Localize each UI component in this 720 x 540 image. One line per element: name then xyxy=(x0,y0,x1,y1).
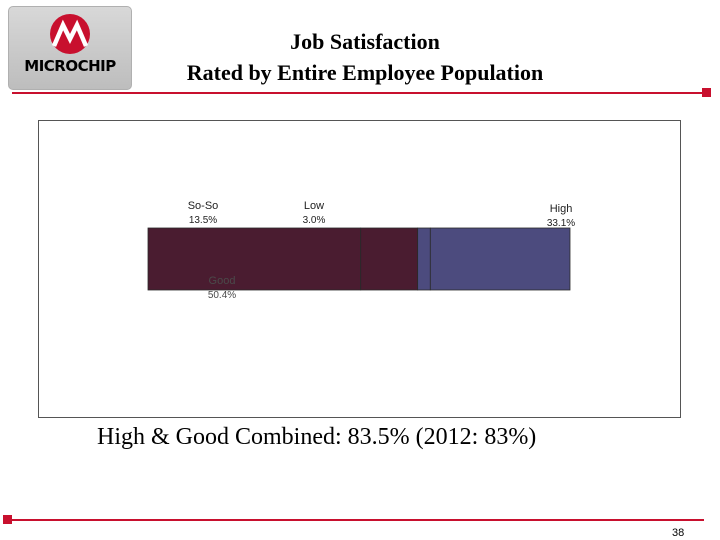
microchip-logo-icon xyxy=(50,14,90,54)
bar-segment-so-so xyxy=(360,227,419,291)
top-divider-square xyxy=(702,88,711,97)
bar-segment-low xyxy=(417,227,431,291)
category-label-high: High xyxy=(550,203,573,215)
chart-svg: Good 50.4% So-So 13.5% Low 3.0% High 33.1% xyxy=(147,200,575,301)
value-label-so-so: 13.5% xyxy=(189,215,217,226)
value-label-good: 50.4% xyxy=(208,290,236,301)
microchip-logo: MICROCHIP xyxy=(8,6,132,90)
combined-summary: High & Good Combined: 83.5% (2012: 83%) xyxy=(97,424,537,450)
logo-text: MICROCHIP xyxy=(24,57,116,75)
value-label-low: 3.0% xyxy=(303,215,326,226)
bottom-divider-square xyxy=(3,515,12,524)
value-label-high: 33.1% xyxy=(547,218,575,229)
chart-panel: Good 50.4% So-So 13.5% Low 3.0% High 33.1% xyxy=(38,120,681,418)
top-divider xyxy=(12,92,704,94)
bar-segment-good xyxy=(147,227,362,291)
category-label-good: Good xyxy=(209,275,236,287)
page-subtitle: Rated by Entire Employee Population xyxy=(186,60,544,85)
category-label-low: Low xyxy=(304,200,324,212)
bottom-divider xyxy=(12,519,704,521)
bar-segment-high xyxy=(429,227,571,291)
page-title: Job Satisfaction xyxy=(290,29,440,54)
category-label-so-so: So-So xyxy=(188,200,219,212)
page-number: 38 xyxy=(672,527,685,539)
